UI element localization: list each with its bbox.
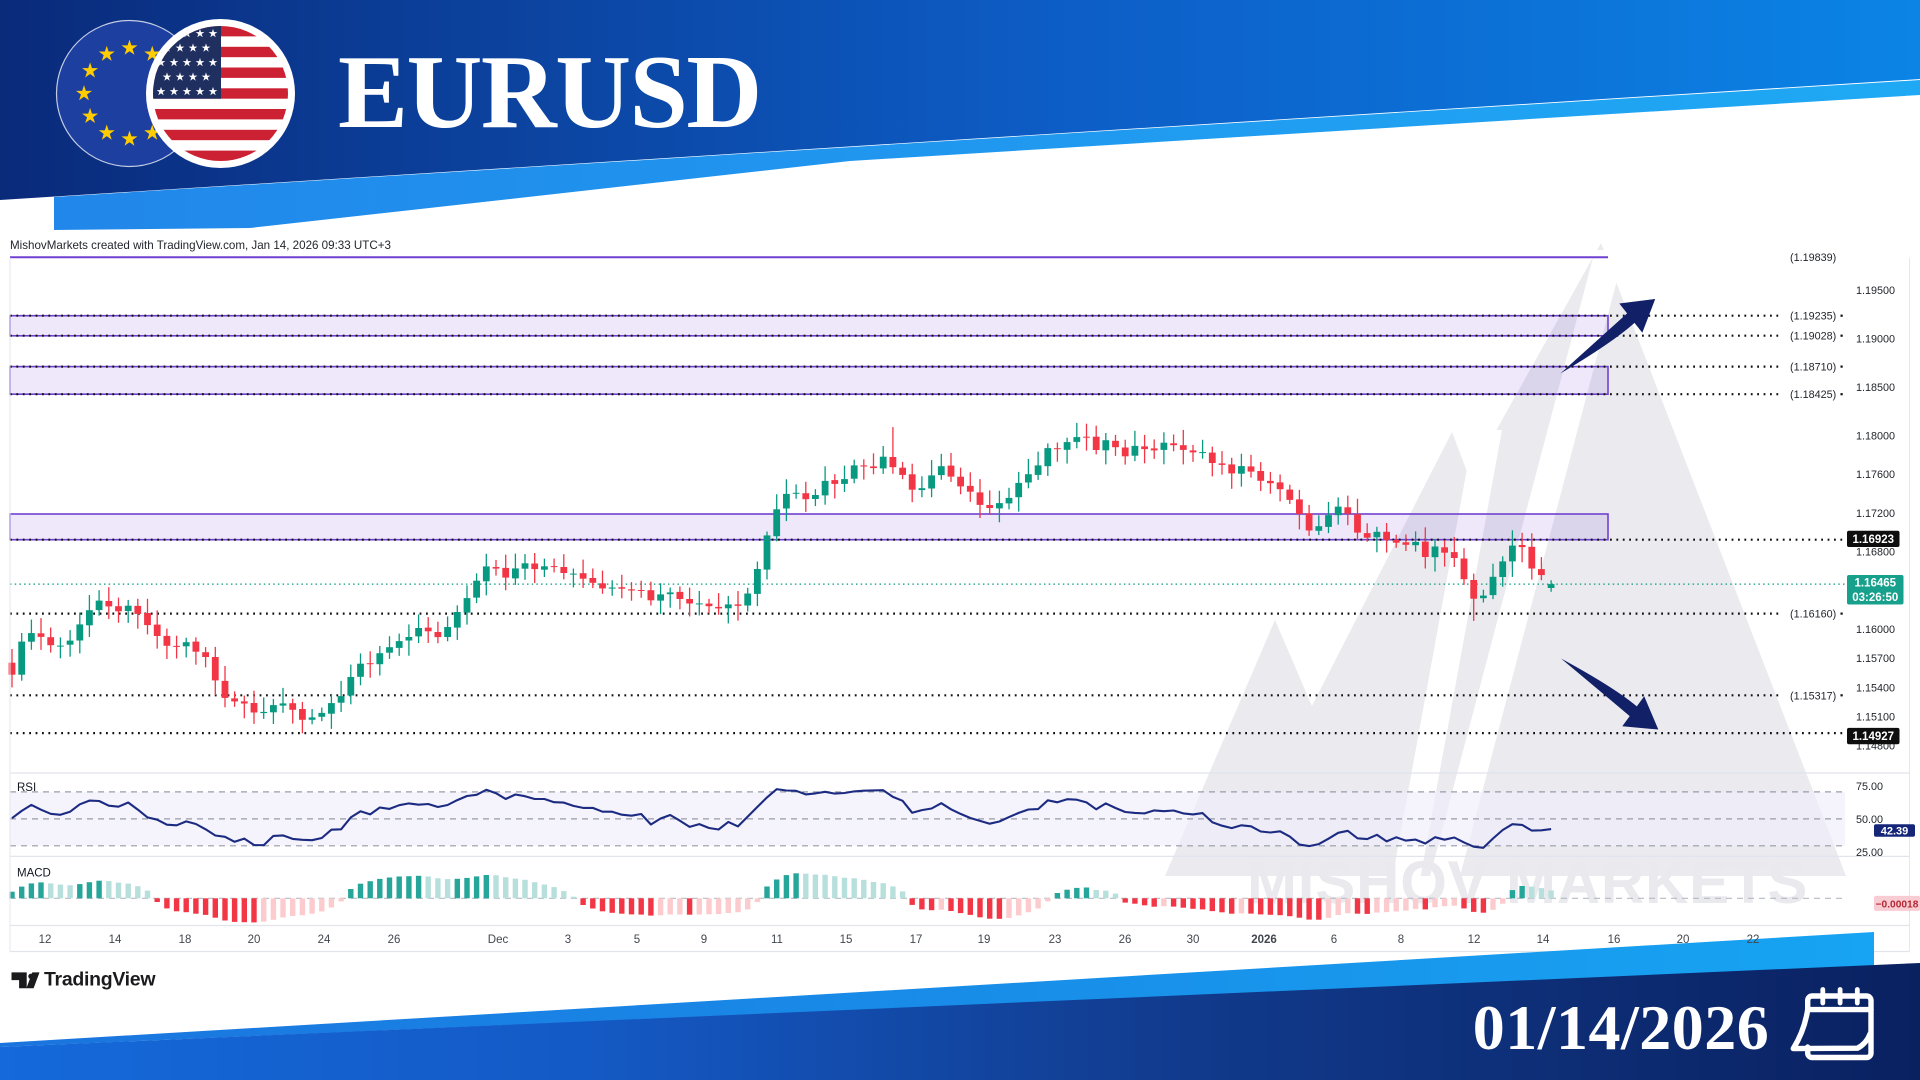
svg-text:30: 30 [1187, 934, 1200, 946]
svg-text:17: 17 [910, 934, 923, 946]
svg-text:20: 20 [248, 934, 261, 946]
svg-text:−0.00018: −0.00018 [1876, 899, 1919, 910]
svg-text:RSI: RSI [17, 782, 36, 794]
svg-text:24: 24 [318, 934, 331, 946]
svg-text:Dec: Dec [488, 934, 509, 946]
svg-text:5: 5 [634, 934, 640, 946]
svg-text:14: 14 [1537, 934, 1550, 946]
svg-text:1.16800: 1.16800 [1856, 547, 1895, 559]
svg-text:(1.19839): (1.19839) [1790, 252, 1836, 264]
svg-text:1.17200: 1.17200 [1856, 508, 1895, 520]
svg-text:(1.19028): (1.19028) [1790, 331, 1836, 343]
svg-text:MACD: MACD [17, 868, 51, 880]
svg-text:23: 23 [1049, 934, 1062, 946]
svg-text:(1.18710): (1.18710) [1790, 362, 1836, 374]
svg-text:3: 3 [565, 934, 571, 946]
svg-text:12: 12 [1468, 934, 1481, 946]
svg-text:8: 8 [1398, 934, 1404, 946]
svg-text:20: 20 [1677, 934, 1690, 946]
svg-text:1.16923: 1.16923 [1852, 534, 1894, 546]
svg-text:9: 9 [701, 934, 707, 946]
svg-text:(1.16160): (1.16160) [1790, 609, 1836, 621]
svg-text:TradingView: TradingView [44, 969, 156, 991]
svg-text:(1.18425): (1.18425) [1790, 389, 1836, 401]
svg-text:MishovMarkets created with Tra: MishovMarkets created with TradingView.c… [10, 239, 391, 252]
svg-text:1.19500: 1.19500 [1856, 285, 1895, 297]
svg-text:01/14/2026: 01/14/2026 [1473, 992, 1770, 1063]
svg-text:(1.19235): (1.19235) [1790, 311, 1836, 323]
svg-text:2026: 2026 [1251, 934, 1277, 946]
svg-text:6: 6 [1331, 934, 1337, 946]
svg-text:1.19000: 1.19000 [1856, 334, 1895, 346]
svg-text:18: 18 [179, 934, 192, 946]
svg-text:75.00: 75.00 [1856, 781, 1883, 793]
svg-text:14: 14 [109, 934, 122, 946]
svg-text:11: 11 [771, 934, 783, 946]
svg-text:1.16000: 1.16000 [1856, 624, 1895, 636]
svg-text:19: 19 [978, 934, 991, 946]
svg-text:42.39: 42.39 [1881, 826, 1909, 838]
svg-text:(1.15317): (1.15317) [1790, 690, 1836, 702]
svg-text:50.00: 50.00 [1856, 814, 1883, 826]
svg-text:22: 22 [1747, 934, 1760, 946]
svg-text:26: 26 [388, 934, 401, 946]
svg-text:15: 15 [840, 934, 853, 946]
svg-text:1.15100: 1.15100 [1856, 711, 1895, 723]
svg-text:1.14927: 1.14927 [1852, 731, 1894, 743]
svg-text:1.16465: 1.16465 [1854, 577, 1896, 589]
svg-text:1.15700: 1.15700 [1856, 653, 1895, 665]
svg-text:26: 26 [1119, 934, 1132, 946]
svg-text:1.17600: 1.17600 [1856, 469, 1895, 481]
svg-text:1.15400: 1.15400 [1856, 682, 1895, 694]
svg-text:12: 12 [39, 934, 52, 946]
svg-text:03:26:50: 03:26:50 [1852, 592, 1898, 604]
svg-text:EURUSD: EURUSD [338, 33, 761, 150]
svg-text:16: 16 [1608, 934, 1621, 946]
svg-text:1.18000: 1.18000 [1856, 430, 1895, 442]
svg-text:25.00: 25.00 [1856, 847, 1883, 859]
svg-text:1.18500: 1.18500 [1856, 382, 1895, 394]
